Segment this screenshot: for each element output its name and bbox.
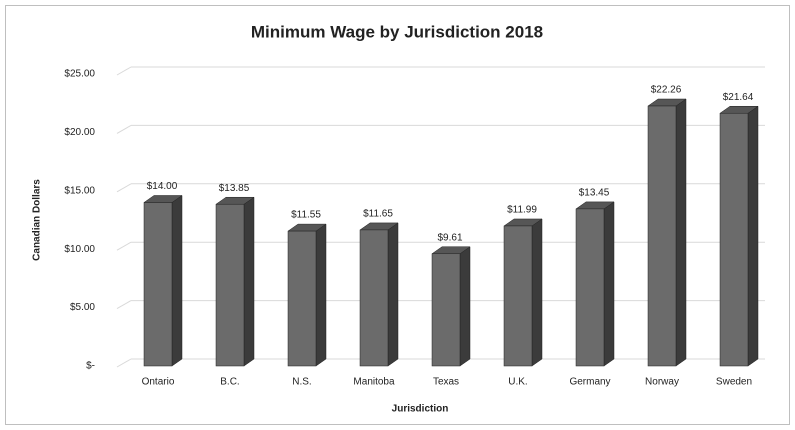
data-label: $13.85 bbox=[219, 183, 250, 194]
data-label: $9.61 bbox=[437, 232, 462, 243]
y-tick-label: $25.00 bbox=[64, 69, 95, 80]
bar-side bbox=[243, 196, 255, 367]
grid-slant bbox=[116, 300, 132, 310]
y-tick-label: $20.00 bbox=[64, 127, 95, 138]
bar bbox=[359, 229, 389, 367]
bar bbox=[719, 112, 749, 367]
y-axis-title: Canadian Dollars bbox=[32, 179, 43, 261]
bar bbox=[575, 208, 605, 367]
data-label: $11.65 bbox=[363, 209, 393, 220]
bar-side bbox=[315, 223, 327, 367]
bar-side bbox=[603, 201, 615, 367]
x-axis-title: Jurisdiction bbox=[392, 404, 449, 415]
y-tick-label: $10.00 bbox=[64, 244, 95, 255]
bar bbox=[503, 225, 533, 367]
x-tick-label: Germany bbox=[569, 377, 610, 388]
data-label: $13.45 bbox=[579, 188, 610, 199]
grid-slant bbox=[116, 124, 132, 134]
data-label: $11.99 bbox=[507, 205, 537, 216]
bar bbox=[431, 253, 461, 367]
bar-side bbox=[387, 222, 399, 367]
bar-side bbox=[747, 105, 759, 367]
bar-side bbox=[459, 246, 471, 367]
grid-slant bbox=[116, 358, 132, 368]
x-tick-label: Texas bbox=[433, 377, 459, 388]
x-tick-label: B.C. bbox=[220, 377, 239, 388]
grid-slant bbox=[116, 241, 132, 251]
data-label: $21.64 bbox=[723, 92, 754, 103]
data-label: $22.26 bbox=[651, 85, 682, 96]
chart-title: Minimum Wage by Jurisdiction 2018 bbox=[251, 22, 543, 41]
grid-slant bbox=[116, 183, 132, 193]
bar bbox=[647, 105, 677, 367]
data-label: $14.00 bbox=[147, 181, 178, 192]
bar-side bbox=[675, 98, 687, 367]
grid-slant bbox=[116, 66, 132, 76]
x-tick-label: Manitoba bbox=[353, 377, 395, 388]
x-tick-label: Ontario bbox=[142, 377, 175, 388]
y-tick-label: $- bbox=[86, 361, 95, 372]
bar-side bbox=[531, 218, 543, 367]
x-tick-label: N.S. bbox=[292, 377, 311, 388]
bar bbox=[287, 230, 317, 367]
bar bbox=[143, 202, 173, 367]
y-tick-label: $15.00 bbox=[64, 185, 95, 196]
bar-side bbox=[171, 194, 183, 367]
x-tick-label: Sweden bbox=[716, 377, 752, 388]
data-label: $11.55 bbox=[291, 210, 321, 221]
x-tick-label: Norway bbox=[645, 377, 679, 388]
bar bbox=[215, 203, 245, 367]
x-tick-label: U.K. bbox=[508, 377, 527, 388]
y-tick-label: $5.00 bbox=[70, 302, 95, 313]
